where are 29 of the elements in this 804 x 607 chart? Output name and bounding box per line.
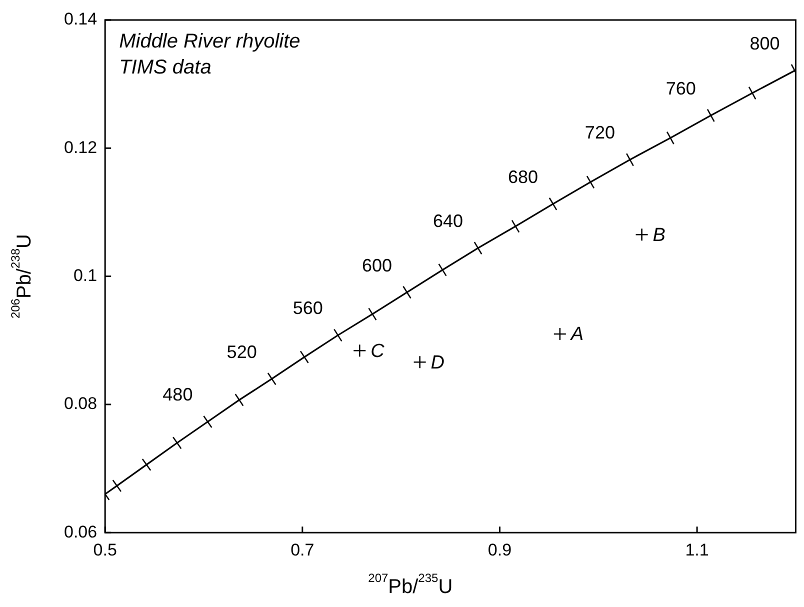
annotation: C [370, 340, 385, 362]
x-tick-label: 0.7 [290, 540, 314, 560]
text: Middle River rhyolite [119, 30, 300, 53]
y-tick-label: 0.08 [64, 394, 98, 414]
annotation: 800 [750, 34, 780, 54]
annotation: 480 [162, 384, 193, 405]
y-tick-label: 0.1 [73, 266, 98, 285]
annotation: 680 [508, 166, 538, 187]
x-tick-label: 0.9 [488, 540, 512, 560]
annotation: 720 [584, 122, 615, 143]
y-tick-label: 0.12 [64, 138, 98, 157]
annotation: 640 [432, 211, 464, 232]
y-tick-label: 0.14 [64, 10, 98, 29]
annotation: 760 [666, 78, 696, 98]
x-tick-label: 1.1 [685, 540, 709, 560]
annotation: B [652, 224, 666, 246]
annotation: A [570, 324, 584, 346]
annotation: 520 [226, 342, 257, 362]
y-axis-title: 206Pb/238U [8, 234, 36, 319]
x-tick-label: 0.5 [93, 540, 117, 560]
annotation: 560 [292, 298, 323, 318]
point [553, 327, 567, 341]
point [635, 228, 648, 242]
point [352, 344, 366, 358]
point [413, 356, 426, 369]
annotation: 600 [362, 255, 392, 276]
text: TIMS data [119, 56, 212, 79]
y-tick-label: 0.06 [64, 522, 98, 542]
annotation: D [430, 352, 445, 374]
